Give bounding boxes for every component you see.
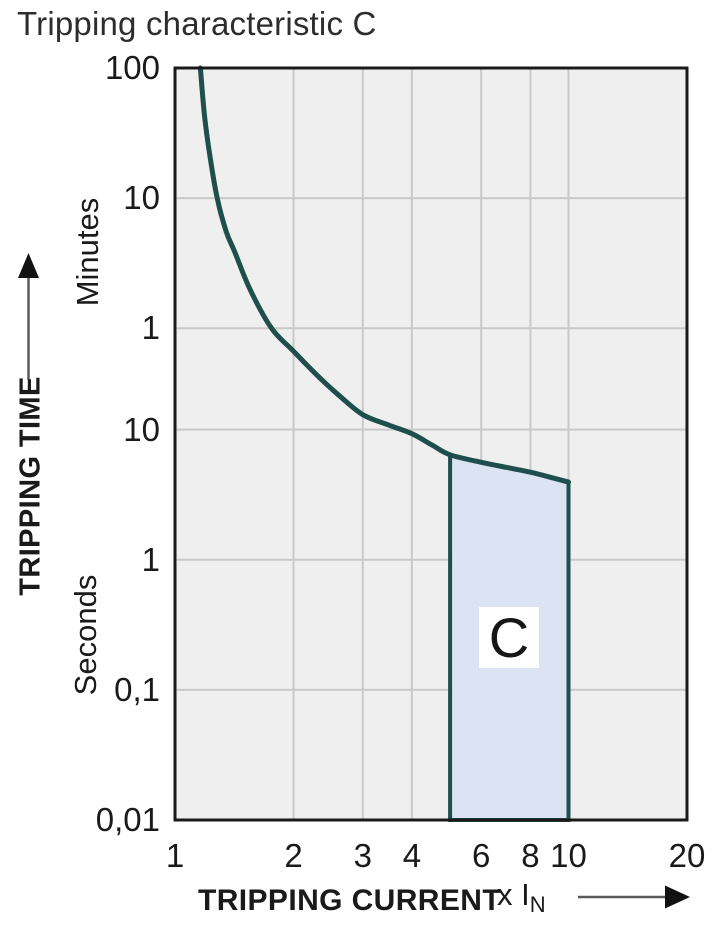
x-tick-label: 8 [521, 837, 540, 874]
x-tick-label: 6 [472, 837, 491, 874]
chart-title: Tripping characteristic C [17, 5, 377, 42]
right-arrowhead-icon [665, 885, 690, 909]
x-tick-label: 3 [353, 837, 372, 874]
x-tick-label: 4 [402, 837, 422, 874]
y-tick-label: 1 [141, 309, 160, 347]
x-unit-text: x I [497, 877, 530, 912]
x-tick-label: 1 [165, 837, 185, 874]
y-tick-label: 1 [141, 540, 160, 578]
x-axis-title: TRIPPING CURRENT [198, 884, 502, 917]
x-tick-label: 20 [668, 837, 706, 874]
x-unit-subscript: N [529, 892, 546, 918]
y-tick-label: 100 [104, 49, 160, 86]
y-tick-label: 10 [123, 410, 160, 448]
x-tick-label: 2 [284, 837, 303, 874]
y-tick-label: 10 [123, 179, 160, 217]
x-tick-label: 10 [550, 837, 587, 874]
tripping-curve [197, 65, 571, 485]
region-c-letter: C [488, 606, 530, 669]
region-c-label: C [479, 606, 539, 669]
x-axis-unit-label: x IN [497, 877, 546, 916]
y-tick-label: 0,01 [95, 801, 160, 838]
plot-frame [173, 66, 689, 822]
y-tick-label: 0,1 [114, 670, 160, 708]
up-arrowhead-icon [18, 253, 39, 278]
